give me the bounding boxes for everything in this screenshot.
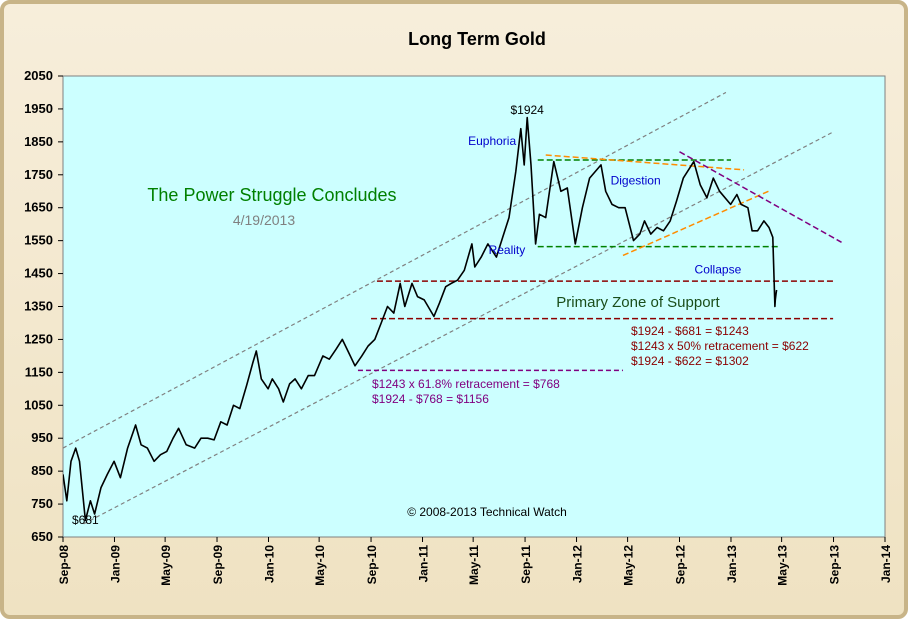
support-note-2: $1243 x 50% retracement = $622	[631, 339, 809, 353]
retracement-note-2: $1924 - $768 = $1156	[372, 392, 489, 406]
copyright: © 2008-2013 Technical Watch	[407, 505, 567, 519]
annotation-label: $681	[72, 513, 99, 527]
y-tick-label: 2050	[24, 68, 53, 83]
support-note-3: $1924 - $622 = $1302	[631, 354, 749, 368]
x-axis: Sep-08 Jan-09 May-09 Sep-09 Jan-10 May-10 Sep-…	[57, 537, 893, 586]
retracement-note-1: $1243 x 61.8% retracement = $768	[372, 377, 560, 391]
annotation-label: Reality	[489, 243, 526, 257]
annotation-labels: $1924 $681 Euphoria Digestion Reality Collaps…	[72, 103, 742, 527]
x-tick-label: Jan-09	[108, 545, 122, 583]
x-tick-label: Jan-14	[879, 545, 893, 583]
x-tick-label: Sep-12	[674, 545, 688, 585]
wedge-line	[545, 154, 745, 171]
plot-area	[62, 75, 886, 538]
x-tick-label: May-12	[622, 545, 636, 586]
gold-price-line	[63, 116, 778, 522]
y-tick-label: 1950	[24, 101, 53, 116]
y-tick-label: 950	[31, 430, 53, 445]
chart-subtitle: The Power Struggle Concludes	[147, 185, 396, 205]
x-tick-label: Jan-10	[263, 545, 277, 583]
x-tick-label: May-13	[776, 545, 790, 586]
x-tick-label: Sep-11	[519, 545, 533, 584]
y-tick-label: 750	[31, 496, 53, 511]
channel-line	[63, 91, 727, 449]
y-tick-label: 1650	[24, 200, 53, 215]
chart-date: 4/19/2013	[233, 212, 295, 228]
y-tick-label: 650	[31, 529, 53, 544]
y-tick-label: 1050	[24, 397, 53, 412]
y-tick-label: 1350	[24, 299, 53, 314]
x-tick-label: Jan-11	[417, 545, 431, 583]
y-tick-label: 1250	[24, 331, 53, 346]
annotation-label: $1924	[510, 103, 544, 117]
y-tick-label: 1850	[24, 134, 53, 149]
x-tick-label: Jan-13	[725, 545, 739, 583]
x-tick-label: May-10	[313, 545, 327, 586]
support-zone-label: Primary Zone of Support	[556, 294, 720, 311]
y-tick-label: 850	[31, 463, 53, 478]
x-tick-label: Sep-09	[211, 545, 225, 585]
overlay-lines	[63, 91, 842, 525]
annotation-label: Collapse	[695, 263, 742, 277]
channel-line	[83, 131, 834, 525]
x-tick-label: May-11	[467, 545, 481, 585]
chart-title: Long Term Gold	[408, 29, 546, 49]
annotation-label: Digestion	[611, 174, 661, 188]
x-tick-label: Sep-08	[57, 545, 71, 585]
support-note-1: $1924 - $681 = $1243	[631, 324, 749, 338]
y-tick-label: 1150	[25, 364, 53, 379]
downtrend-line	[679, 151, 842, 243]
y-axis: 650 750 850 950 1050 1150 1250 1350 1450 1550 1650…	[24, 68, 63, 544]
y-tick-label: 1750	[24, 167, 53, 182]
y-tick-label: 1450	[24, 266, 53, 281]
x-tick-label: Sep-13	[828, 545, 842, 585]
x-tick-label: Jan-12	[571, 545, 585, 583]
y-tick-label: 1550	[24, 233, 53, 248]
x-tick-label: Sep-10	[365, 545, 379, 585]
annotation-label: Euphoria	[468, 134, 516, 148]
x-tick-label: May-09	[159, 545, 173, 586]
